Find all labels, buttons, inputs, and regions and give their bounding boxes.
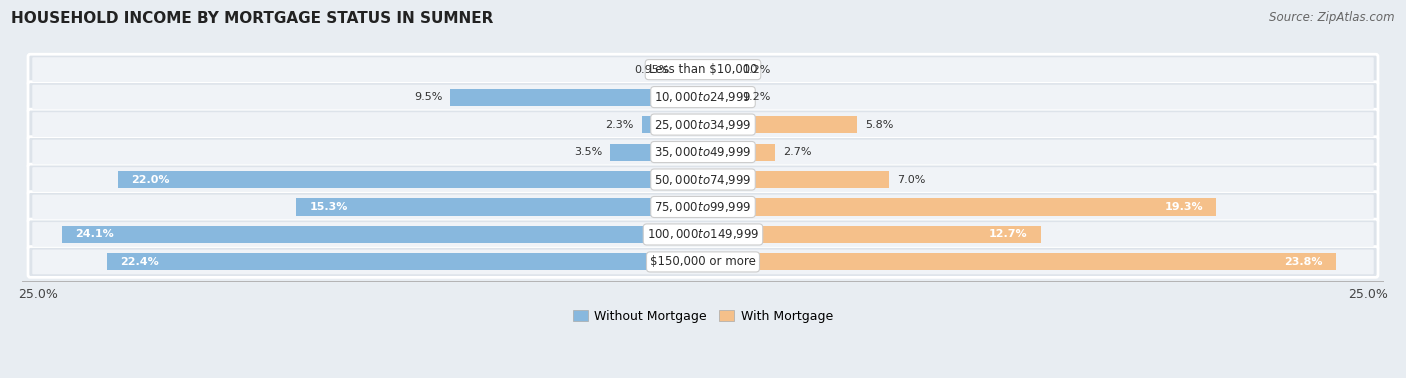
Text: HOUSEHOLD INCOME BY MORTGAGE STATUS IN SUMNER: HOUSEHOLD INCOME BY MORTGAGE STATUS IN S… bbox=[11, 11, 494, 26]
FancyBboxPatch shape bbox=[32, 249, 1374, 274]
Bar bbox=[703, 226, 1040, 243]
FancyBboxPatch shape bbox=[32, 195, 1374, 219]
FancyBboxPatch shape bbox=[32, 112, 1374, 137]
Text: 2.3%: 2.3% bbox=[606, 119, 634, 130]
Text: $100,000 to $149,999: $100,000 to $149,999 bbox=[647, 228, 759, 242]
FancyBboxPatch shape bbox=[32, 167, 1374, 192]
Bar bbox=[641, 116, 703, 133]
Text: 1.2%: 1.2% bbox=[742, 92, 772, 102]
Bar bbox=[678, 61, 703, 78]
Text: $50,000 to $74,999: $50,000 to $74,999 bbox=[654, 172, 752, 186]
FancyBboxPatch shape bbox=[28, 164, 1378, 195]
FancyBboxPatch shape bbox=[32, 140, 1374, 164]
Bar bbox=[610, 144, 703, 161]
Text: 5.8%: 5.8% bbox=[865, 119, 894, 130]
Bar bbox=[703, 171, 889, 188]
Text: $25,000 to $34,999: $25,000 to $34,999 bbox=[654, 118, 752, 132]
Bar bbox=[107, 253, 703, 270]
Text: $35,000 to $49,999: $35,000 to $49,999 bbox=[654, 145, 752, 159]
FancyBboxPatch shape bbox=[28, 246, 1378, 277]
Bar bbox=[450, 88, 703, 105]
FancyBboxPatch shape bbox=[32, 85, 1374, 110]
Text: $75,000 to $99,999: $75,000 to $99,999 bbox=[654, 200, 752, 214]
FancyBboxPatch shape bbox=[28, 82, 1378, 113]
Text: $150,000 or more: $150,000 or more bbox=[650, 256, 756, 268]
Text: 22.0%: 22.0% bbox=[131, 175, 170, 184]
Text: 12.7%: 12.7% bbox=[988, 229, 1028, 239]
Bar bbox=[703, 116, 858, 133]
Text: 19.3%: 19.3% bbox=[1164, 202, 1204, 212]
Text: 3.5%: 3.5% bbox=[574, 147, 602, 157]
Text: 15.3%: 15.3% bbox=[309, 202, 347, 212]
Legend: Without Mortgage, With Mortgage: Without Mortgage, With Mortgage bbox=[568, 305, 838, 328]
Bar bbox=[62, 226, 703, 243]
Bar bbox=[703, 253, 1336, 270]
Text: Source: ZipAtlas.com: Source: ZipAtlas.com bbox=[1270, 11, 1395, 24]
Bar bbox=[703, 198, 1216, 215]
Text: 0.95%: 0.95% bbox=[634, 65, 669, 74]
FancyBboxPatch shape bbox=[28, 137, 1378, 167]
Bar bbox=[703, 88, 735, 105]
FancyBboxPatch shape bbox=[32, 57, 1374, 82]
FancyBboxPatch shape bbox=[28, 54, 1378, 85]
Text: 22.4%: 22.4% bbox=[121, 257, 159, 267]
Text: $10,000 to $24,999: $10,000 to $24,999 bbox=[654, 90, 752, 104]
Text: 7.0%: 7.0% bbox=[897, 175, 925, 184]
FancyBboxPatch shape bbox=[28, 109, 1378, 140]
FancyBboxPatch shape bbox=[32, 222, 1374, 247]
Bar bbox=[118, 171, 703, 188]
FancyBboxPatch shape bbox=[28, 219, 1378, 250]
Bar bbox=[703, 144, 775, 161]
Text: 24.1%: 24.1% bbox=[76, 229, 114, 239]
Text: 23.8%: 23.8% bbox=[1284, 257, 1323, 267]
Text: 9.5%: 9.5% bbox=[413, 92, 443, 102]
Bar bbox=[703, 61, 735, 78]
Text: Less than $10,000: Less than $10,000 bbox=[648, 63, 758, 76]
Bar bbox=[297, 198, 703, 215]
Text: 1.2%: 1.2% bbox=[742, 65, 772, 74]
Text: 2.7%: 2.7% bbox=[783, 147, 811, 157]
FancyBboxPatch shape bbox=[28, 192, 1378, 222]
